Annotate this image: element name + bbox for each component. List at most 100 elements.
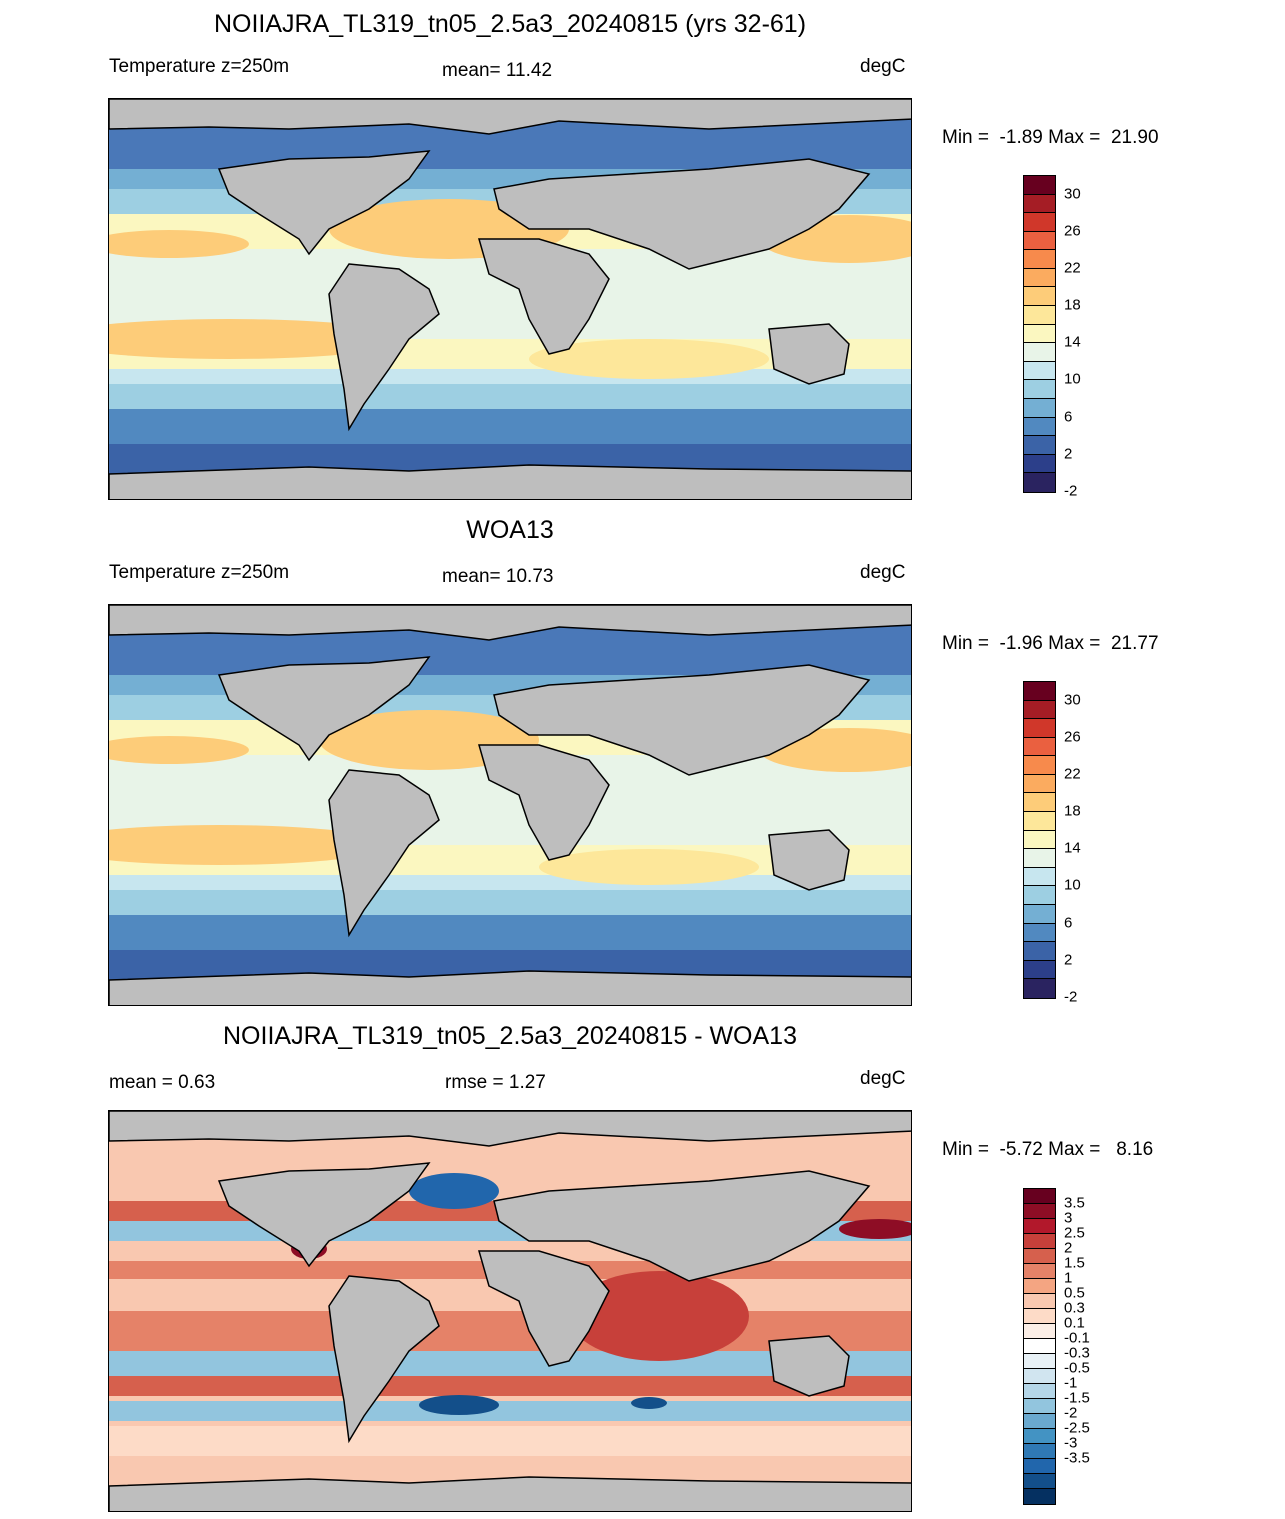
colorbar-segment (1024, 1459, 1055, 1474)
colorbar-tick-label: 0.3 (1064, 1299, 1085, 1317)
colorbar-tick-label: -1.5 (1064, 1389, 1090, 1407)
colorbar-segment (1024, 1234, 1055, 1249)
colorbar-segment (1024, 176, 1055, 195)
colorbar-segment (1024, 1309, 1055, 1324)
colorbar-segment (1024, 942, 1055, 961)
colorbar-segment (1024, 343, 1055, 362)
panel-2-units-label: degC (860, 562, 906, 583)
colorbar-segment (1024, 1264, 1055, 1279)
panel-3-units-label: degC (860, 1068, 906, 1089)
colorbar-segment (1024, 417, 1055, 437)
colorbar-segment (1024, 1294, 1055, 1309)
colorbar-segment (1024, 923, 1055, 943)
colorbar-tick-label: 30 (1064, 185, 1081, 203)
colorbar-tick-label: -2 (1064, 1404, 1078, 1422)
panel-1-title: NOIIAJRA_TL319_tn05_2.5a3_20240815 (yrs … (213, 10, 807, 38)
colorbar-tick-label: 22 (1064, 259, 1081, 277)
colorbar-segment (1024, 682, 1055, 701)
panel-2-temperature-map (108, 604, 912, 1006)
panel-3-minmax: Min = -5.72 Max = 8.16 (942, 1139, 1154, 1160)
panel-3-rmse-label: rmse = 1.27 (445, 1072, 546, 1093)
colorbar-tick-label: -2 (1064, 482, 1078, 500)
colorbar-segment (1024, 849, 1055, 868)
colorbar-segment (1024, 194, 1055, 214)
colorbar-tick-label: -3.5 (1064, 1449, 1090, 1467)
colorbar-tick-label: 26 (1064, 222, 1081, 240)
colorbar-segment (1024, 473, 1055, 492)
colorbar-segment (1024, 737, 1055, 757)
colorbar-segment (1024, 812, 1055, 831)
colorbar-tick-label: 18 (1064, 296, 1081, 314)
panel-1-mean-label: mean= 11.42 (442, 60, 553, 81)
panel-3-title: NOIIAJRA_TL319_tn05_2.5a3_20240815 - WOA… (223, 1022, 797, 1050)
colorbar-segment (1024, 700, 1055, 720)
colorbar-segment (1024, 398, 1055, 418)
colorbar-segment (1024, 1429, 1055, 1444)
colorbar-tick-label: 2 (1064, 445, 1073, 463)
colorbar-segment (1024, 1369, 1055, 1384)
colorbar-segment (1024, 436, 1055, 455)
colorbar-segment (1024, 1444, 1055, 1459)
colorbar-segment (1024, 756, 1055, 775)
colorbar-segment (1024, 454, 1055, 474)
colorbar-segment (1024, 250, 1055, 269)
colorbar-segment (1024, 774, 1055, 794)
colorbar-tick-label: 3.5 (1064, 1194, 1085, 1212)
panel-1-minmax: Min = -1.89 Max = 21.90 (942, 127, 1159, 148)
colorbar-segment (1024, 1189, 1055, 1204)
colorbar-segment (1024, 306, 1055, 325)
panel-1-units-label: degC (860, 56, 906, 77)
colorbar-segment (1024, 1279, 1055, 1294)
colorbar-segment (1024, 287, 1055, 307)
colorbar-tick-label: 1.5 (1064, 1254, 1085, 1272)
colorbar-segment (1024, 719, 1055, 738)
colorbar-tick-label: 18 (1064, 802, 1081, 820)
panel-2-variable-label: Temperature z=250m (109, 562, 290, 583)
colorbar-tick-label: 10 (1064, 370, 1081, 388)
colorbar-segment (1024, 1219, 1055, 1234)
panel-2-mean-label: mean= 10.73 (442, 566, 554, 587)
colorbar-segment (1024, 268, 1055, 288)
colorbar-tick-label: -2 (1064, 988, 1078, 1006)
colorbar-segment (1024, 1489, 1055, 1504)
colorbar-tick-label: -0.3 (1064, 1344, 1090, 1362)
colorbar-segment (1024, 1384, 1055, 1399)
colorbar-segment (1024, 1414, 1055, 1429)
colorbar-tick-label: 3 (1064, 1209, 1073, 1227)
colorbar-tick-label: 14 (1064, 333, 1081, 351)
colorbar-tick-label: 6 (1064, 914, 1073, 932)
colorbar-tick-label: -3 (1064, 1434, 1078, 1452)
colorbar-tick-label: -1 (1064, 1374, 1078, 1392)
colorbar-segment (1024, 830, 1055, 850)
panel-2-minmax: Min = -1.96 Max = 21.77 (942, 633, 1159, 654)
colorbar-segment (1024, 361, 1055, 381)
colorbar-segment (1024, 1354, 1055, 1369)
colorbar-segment (1024, 1324, 1055, 1339)
colorbar-tick-label: -0.5 (1064, 1359, 1090, 1377)
colorbar-tick-label: 10 (1064, 876, 1081, 894)
colorbar-segment (1024, 867, 1055, 887)
colorbar-segment (1024, 793, 1055, 813)
colorbar-tick-label: 6 (1064, 408, 1073, 426)
colorbar-tick-label: 2 (1064, 1239, 1073, 1257)
colorbar-tick-label: 2 (1064, 951, 1073, 969)
panel-2-title: WOA13 (466, 516, 554, 544)
colorbar-tick-label: 0.1 (1064, 1314, 1085, 1332)
colorbar-segment (1024, 231, 1055, 251)
panel-2-colorbar (1023, 681, 1056, 999)
colorbar-tick-label: -2.5 (1064, 1419, 1090, 1437)
colorbar-tick-label: 26 (1064, 728, 1081, 746)
colorbar-tick-label: 14 (1064, 839, 1081, 857)
colorbar-segment (1024, 213, 1055, 232)
colorbar-segment (1024, 960, 1055, 980)
panel-3-colorbar (1023, 1188, 1056, 1505)
colorbar-segment (1024, 1204, 1055, 1219)
colorbar-segment (1024, 886, 1055, 905)
panel-3-mean-label: mean = 0.63 (109, 1072, 216, 1093)
panel-1-variable-label: Temperature z=250m (109, 56, 290, 77)
panel-3-difference-map (108, 1110, 912, 1512)
colorbar-segment (1024, 1474, 1055, 1489)
colorbar-segment (1024, 1339, 1055, 1354)
colorbar-tick-label: 30 (1064, 691, 1081, 709)
colorbar-segment (1024, 1249, 1055, 1264)
